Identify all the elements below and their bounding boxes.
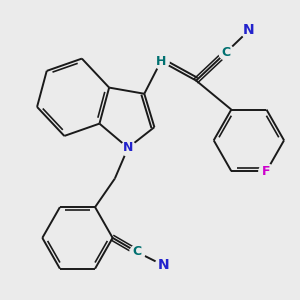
Text: F: F [262,165,271,178]
Text: N: N [243,23,255,38]
Text: H: H [156,55,166,68]
Text: N: N [158,258,169,272]
Text: N: N [123,141,133,154]
Text: C: C [221,46,231,59]
Text: C: C [132,245,141,259]
